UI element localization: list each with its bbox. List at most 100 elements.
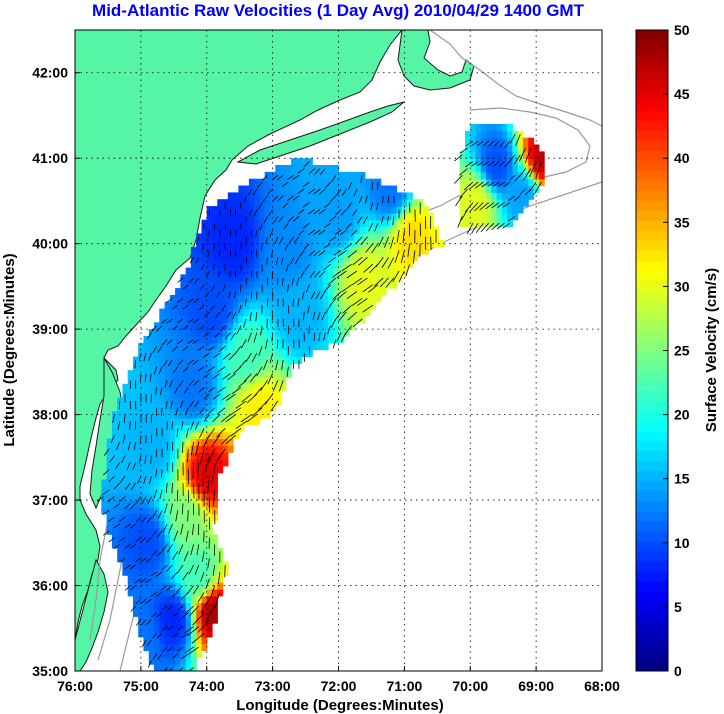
velocity-cell	[412, 219, 419, 228]
velocity-cell	[164, 356, 171, 364]
velocity-vector	[193, 380, 200, 386]
velocity-vector	[176, 318, 184, 324]
velocity-cell	[291, 171, 297, 180]
velocity-vector	[119, 475, 126, 483]
x-tick-labels: 76:00 75:00 74:00 73:00 72:00 71:00 70:00 69:00…	[57, 666, 620, 694]
velocity-cell	[312, 253, 318, 262]
velocity-cell	[127, 575, 134, 583]
velocity-vector	[179, 400, 184, 408]
velocity-vector	[327, 325, 331, 335]
velocity-vector	[191, 441, 194, 456]
velocity-cell	[391, 226, 398, 234]
velocity-cell	[301, 274, 308, 282]
velocity-vector	[285, 264, 289, 272]
velocity-cell	[185, 322, 192, 330]
velocity-cell	[465, 185, 471, 193]
velocity-vector	[192, 462, 194, 479]
velocity-cell	[317, 192, 324, 200]
velocity-cell	[275, 342, 282, 351]
velocity-cell	[380, 247, 387, 255]
velocity-vector	[129, 544, 136, 549]
velocity-cell	[164, 650, 171, 658]
velocity-vector	[146, 516, 152, 524]
velocity-cell	[196, 582, 203, 590]
velocity-cell	[169, 329, 176, 337]
velocity-cell	[180, 404, 187, 412]
velocity-vector	[164, 503, 168, 514]
velocity-cell	[196, 431, 203, 440]
velocity-cell	[196, 267, 203, 275]
velocity-cell	[359, 206, 366, 214]
velocity-cell	[190, 664, 197, 671]
velocity-cell	[280, 247, 287, 255]
velocity-vector	[214, 592, 221, 608]
velocity-vector	[175, 510, 179, 522]
velocity-cell	[169, 356, 176, 364]
velocity-vector	[129, 523, 136, 529]
velocity-cell	[122, 561, 129, 569]
velocity-cell	[322, 212, 329, 221]
velocity-cell	[190, 547, 197, 556]
velocity-cell	[343, 288, 350, 296]
velocity-cell	[328, 253, 334, 262]
velocity-cell	[285, 219, 292, 228]
velocity-cell	[159, 595, 166, 604]
velocity-cell	[122, 554, 129, 563]
velocity-cell	[159, 397, 166, 405]
velocity-cell	[349, 240, 355, 248]
velocity-cell	[185, 301, 192, 310]
velocity-vector	[193, 298, 200, 304]
velocity-vector	[182, 284, 189, 290]
velocity-cell	[164, 336, 171, 344]
velocity-vector	[134, 557, 142, 563]
velocity-cell	[407, 226, 413, 234]
velocity-vector	[460, 209, 468, 221]
velocity-vector	[336, 270, 347, 279]
velocity-cell	[317, 253, 324, 262]
velocity-cell	[222, 253, 229, 262]
velocity-cell	[296, 260, 303, 269]
velocity-cell	[322, 253, 329, 262]
velocity-cell	[296, 206, 303, 214]
velocity-cell	[159, 377, 166, 385]
velocity-cell	[328, 294, 334, 303]
velocity-cell	[280, 342, 287, 351]
velocity-cell	[222, 390, 229, 399]
velocity-cell	[148, 500, 155, 508]
colorbar-swatch	[636, 210, 668, 221]
velocity-vector	[176, 646, 184, 652]
velocity-cell	[328, 308, 334, 316]
velocity-cell	[306, 260, 313, 269]
velocity-cell	[301, 240, 308, 248]
velocity-cell	[275, 363, 282, 371]
velocity-cell	[248, 219, 255, 228]
velocity-cell	[259, 185, 266, 193]
velocity-cell	[480, 192, 487, 200]
velocity-cell	[164, 363, 171, 371]
velocity-vector	[151, 551, 157, 557]
velocity-cell	[296, 158, 303, 166]
velocity-cell	[190, 281, 197, 289]
velocity-cell	[201, 404, 208, 412]
velocity-cell	[175, 397, 181, 405]
velocity-cell	[264, 308, 271, 316]
velocity-vector	[189, 257, 194, 264]
velocity-cell	[159, 561, 166, 569]
velocity-cell	[522, 171, 529, 180]
velocity-cell	[222, 370, 229, 378]
velocity-cell	[475, 158, 482, 166]
velocity-cell	[180, 589, 187, 597]
velocity-cell	[101, 486, 108, 494]
velocity-cell	[291, 178, 297, 187]
velocity-vector	[454, 175, 463, 184]
velocity-vector	[455, 195, 463, 207]
velocity-cell	[185, 582, 192, 590]
velocity-vector	[199, 407, 205, 415]
velocity-cell	[206, 547, 213, 556]
velocity-cell	[133, 589, 139, 597]
velocity-vector	[161, 605, 168, 611]
velocity-cell	[201, 418, 208, 426]
velocity-cell	[491, 178, 498, 187]
velocity-cell	[159, 643, 166, 652]
velocity-vector	[303, 243, 310, 250]
